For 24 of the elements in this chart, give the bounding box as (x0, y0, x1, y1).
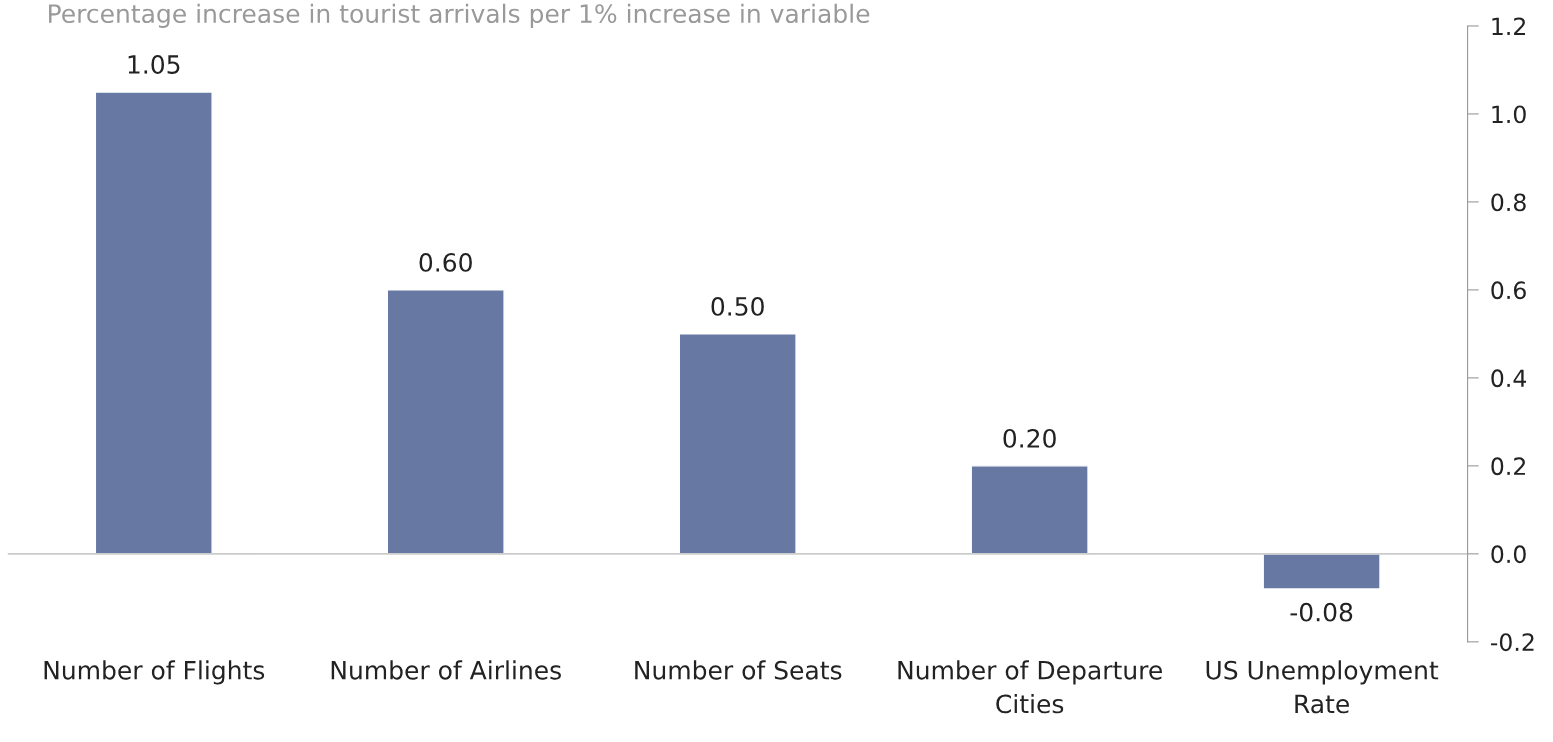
x-tick-label: Number of Departure Cities (898, 660, 1162, 714)
bar (94, 91, 213, 555)
y-tick-label: 0.6 (1491, 281, 1526, 300)
y-tick-label: 0.2 (1491, 457, 1525, 476)
y-tick-label: 1.2 (1492, 17, 1525, 35)
y-tick-label: 1.0 (1492, 105, 1526, 124)
data-label: 0.50 (711, 296, 764, 316)
data-label: 1.05 (128, 55, 180, 74)
bar (678, 333, 797, 555)
y-tick-label: 0.8 (1491, 193, 1526, 212)
bar (386, 289, 505, 555)
bar (970, 465, 1089, 555)
x-tick-label: US Unemployment Rate (1206, 660, 1439, 714)
chart-title: Percentage increase in tourist arrivals per 1% increase in variable (49, 3, 870, 28)
x-tick-label: Number of Seats (635, 660, 842, 680)
data-label: 0.60 (419, 252, 472, 272)
data-label: -0.08 (1290, 602, 1353, 622)
y-tick-label: -0.2 (1490, 633, 1534, 652)
data-label: 0.20 (1003, 428, 1056, 448)
x-tick-label: Number of Airlines (331, 660, 561, 680)
x-tick-label: Number of Flights (44, 660, 265, 685)
y-tick-label: 0.4 (1491, 369, 1527, 388)
y-tick-label: 0.0 (1491, 545, 1526, 564)
bar (1262, 553, 1381, 590)
